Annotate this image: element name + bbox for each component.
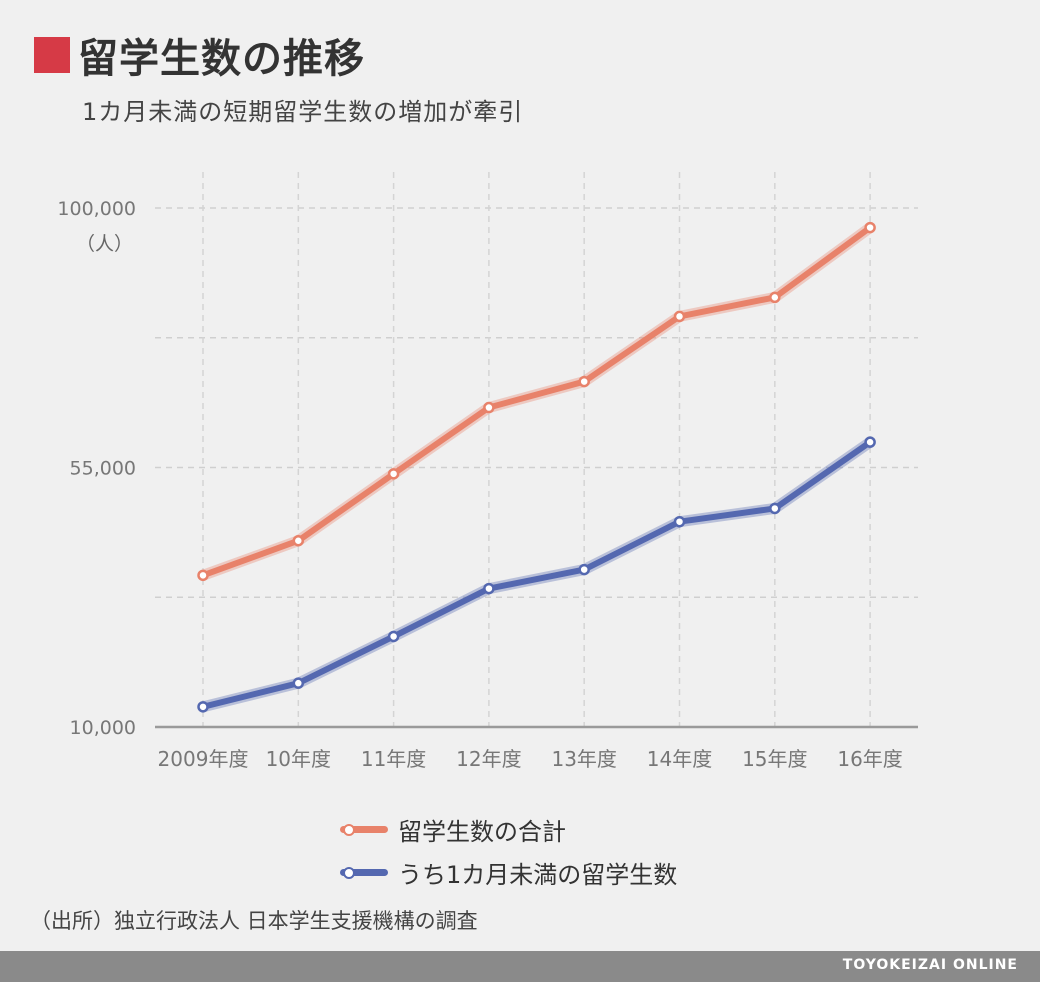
source-note: （出所）独立行政法人 日本学生支援機構の調査: [30, 909, 478, 933]
legend-label-total: 留学生数の合計: [398, 818, 566, 846]
data-point: [483, 582, 495, 595]
title-block: 留学生数の推移: [34, 26, 365, 84]
footer-bar: TOYOKEIZAI ONLINE: [0, 951, 1040, 982]
legend-item-short: うち1カ月未満の留学生数: [340, 855, 677, 890]
title-marker: [34, 37, 70, 73]
chart-subtitle: 1カ月未満の短期留学生数の増加が牽引: [82, 98, 524, 126]
data-point: [387, 630, 400, 643]
legend-label-short: うち1カ月未満の留学生数: [398, 861, 678, 889]
legend-swatch-short: [340, 861, 388, 885]
legend-item-total: 留学生数の合計: [340, 812, 566, 847]
series-line-shadow: [197, 222, 876, 581]
x-tick-label: 10年度: [266, 747, 331, 771]
x-tick-label: 13年度: [551, 747, 616, 771]
x-tick-label: 15年度: [742, 747, 807, 771]
y-tick-label: 100,000: [57, 198, 136, 220]
legend-swatch-total: [340, 818, 388, 842]
data-point: [864, 436, 876, 448]
y-axis-unit-label: （人）: [76, 233, 133, 255]
data-point: [578, 563, 590, 576]
y-tick-label: 10,000: [70, 717, 136, 739]
data-point: [673, 310, 686, 323]
data-point: [292, 677, 305, 689]
series-line: [200, 439, 874, 710]
data-point: [387, 468, 400, 480]
x-tick-label: 16年度: [837, 747, 902, 771]
x-tick-label: 12年度: [456, 747, 521, 771]
y-tick-label: 55,000: [70, 458, 136, 480]
data-point: [864, 221, 876, 234]
line-chart: 100,000 55,000 10,000 （人） 2009年度 10年度 11年度 12年度…: [57, 172, 918, 771]
data-point: [197, 569, 209, 582]
data-point: [197, 701, 209, 713]
data-point: [292, 534, 305, 547]
x-tick-label: 14年度: [647, 747, 712, 771]
x-tick-label: 11年度: [361, 747, 426, 771]
data-point: [769, 502, 781, 515]
x-tick-label: 2009年度: [158, 747, 249, 771]
brand-logo-text: TOYOKEIZAI ONLINE: [842, 957, 1018, 973]
data-point: [769, 291, 781, 304]
series-line: [200, 224, 874, 579]
chart-title: 留学生数の推移: [78, 36, 365, 82]
data-point: [673, 515, 686, 528]
data-point: [483, 401, 495, 414]
data-point: [578, 375, 590, 388]
series-line-shadow: [197, 436, 876, 713]
